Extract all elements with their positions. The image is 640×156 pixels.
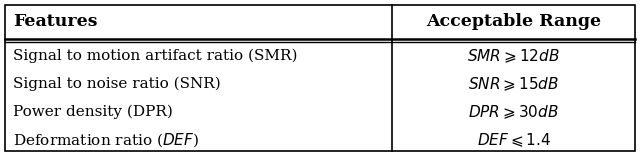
- Text: Power density (DPR): Power density (DPR): [13, 105, 173, 119]
- Text: $DPR \geqslant 30dB$: $DPR \geqslant 30dB$: [468, 103, 559, 121]
- Text: Deformation ratio ($DEF$): Deformation ratio ($DEF$): [13, 131, 199, 149]
- Text: Signal to motion artifact ratio (SMR): Signal to motion artifact ratio (SMR): [13, 49, 298, 63]
- Text: Acceptable Range: Acceptable Range: [426, 13, 601, 30]
- Text: $SMR \geqslant 12dB$: $SMR \geqslant 12dB$: [467, 47, 560, 65]
- Text: Features: Features: [13, 13, 97, 30]
- Text: $SNR \geqslant 15dB$: $SNR \geqslant 15dB$: [468, 75, 559, 93]
- Text: Signal to noise ratio (SNR): Signal to noise ratio (SNR): [13, 77, 221, 91]
- Text: $DEF \leqslant 1.4$: $DEF \leqslant 1.4$: [477, 131, 551, 149]
